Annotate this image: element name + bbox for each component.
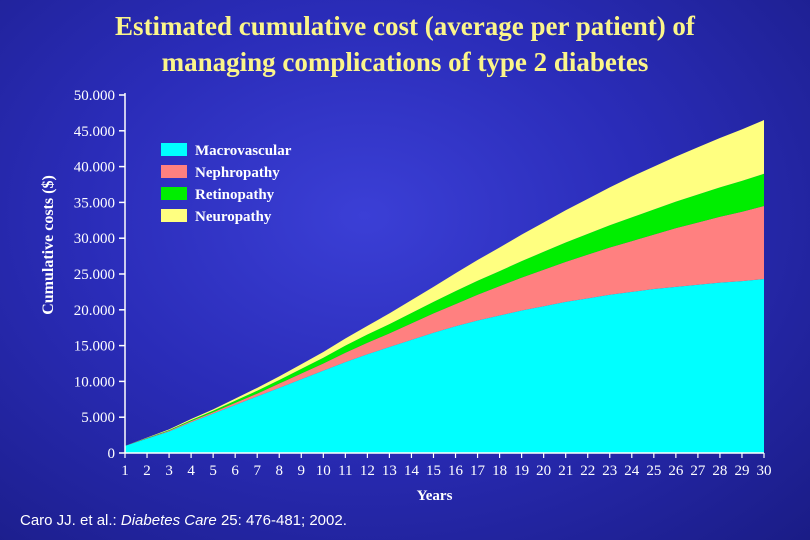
x-tick-label: 20 (536, 463, 551, 479)
x-tick-label: 2 (143, 463, 151, 479)
y-tick-label: 30.000 (74, 231, 115, 247)
x-axis-label: Years (417, 488, 453, 504)
x-tick-label: 15 (426, 463, 441, 479)
x-tick-label: 28 (712, 463, 727, 479)
area-macrovascular (125, 279, 764, 453)
x-tick-label: 29 (734, 463, 749, 479)
title-line-2: managing complications of type 2 diabete… (161, 47, 649, 77)
y-tick-label: 45.000 (74, 124, 115, 140)
x-tick-label: 17 (470, 463, 486, 479)
y-tick-label: 10.000 (74, 374, 115, 390)
y-tick-label: 50.000 (74, 88, 115, 104)
x-tick-label: 26 (668, 463, 684, 479)
x-tick-label: 21 (558, 463, 573, 479)
citation-details: 25: 476-481; 2002. (220, 512, 347, 529)
x-tick-label: 13 (382, 463, 397, 479)
x-tick-label: 19 (514, 463, 529, 479)
x-tick-label: 9 (298, 463, 306, 479)
x-tick-label: 11 (338, 463, 352, 479)
legend-swatch-macrovascular (161, 143, 187, 156)
x-tick-label: 12 (360, 463, 375, 479)
x-tick-label: 23 (602, 463, 617, 479)
x-tick-label: 5 (209, 463, 217, 479)
x-tick-label: 6 (231, 463, 239, 479)
citation-authors: Caro JJ. et al.: (20, 512, 117, 529)
x-tick-label: 8 (275, 463, 283, 479)
area-retinopathy (125, 173, 764, 446)
area-neuropathy (125, 120, 764, 446)
y-tick-label: 15.000 (74, 339, 115, 355)
legend-swatch-retinopathy (161, 187, 187, 200)
y-tick-label: 0 (108, 446, 116, 462)
x-tick-label: 22 (580, 463, 595, 479)
x-tick-label: 1 (121, 463, 129, 479)
x-tick-label: 30 (757, 463, 772, 479)
chart-title: Estimated cumulative cost (average per p… (0, 8, 810, 80)
legend-label-neuropathy: Neuropathy (195, 209, 272, 225)
x-tick-label: 7 (253, 463, 261, 479)
x-tick-label: 14 (404, 463, 420, 479)
legend-swatch-nephropathy (161, 165, 187, 178)
area-nephropathy (125, 205, 764, 446)
legend-label-retinopathy: Retinopathy (195, 187, 275, 203)
y-tick-label: 20.000 (74, 303, 115, 319)
legend-swatch-neuropathy (161, 209, 187, 222)
x-tick-label: 24 (624, 463, 640, 479)
x-tick-label: 4 (187, 463, 195, 479)
x-tick-label: 27 (690, 463, 706, 479)
y-tick-label: 35.000 (74, 195, 115, 211)
y-tick-label: 25.000 (74, 267, 115, 283)
y-tick-label: 5.000 (81, 410, 115, 426)
legend-label-macrovascular: Macrovascular (195, 143, 292, 159)
citation: Caro JJ. et al.: Diabetes Care 25: 476-4… (20, 512, 347, 529)
x-tick-label: 25 (646, 463, 661, 479)
x-tick-label: 18 (492, 463, 507, 479)
legend-label-nephropathy: Nephropathy (195, 165, 280, 181)
x-tick-label: 10 (316, 463, 331, 479)
y-tick-label: 40.000 (74, 160, 115, 176)
title-line-1: Estimated cumulative cost (average per p… (115, 11, 695, 41)
x-tick-label: 16 (448, 463, 464, 479)
citation-journal: Diabetes Care (120, 512, 217, 529)
y-axis-label: Cumulative costs ($) (40, 175, 57, 315)
x-tick-label: 3 (165, 463, 173, 479)
